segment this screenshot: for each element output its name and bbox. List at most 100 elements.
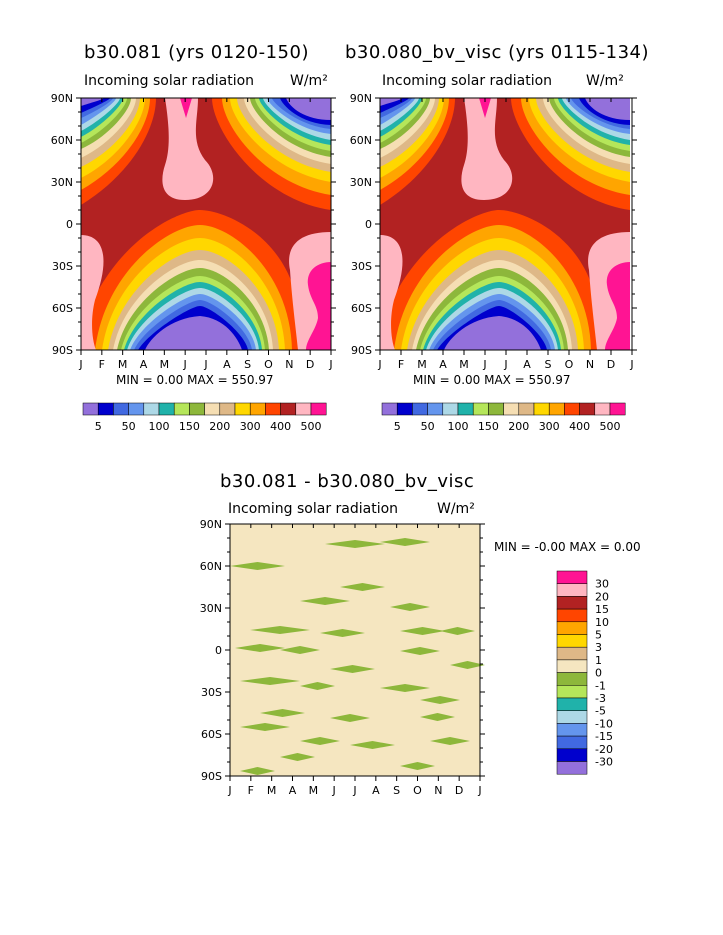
colorbar-label: 15 [595,603,609,616]
colorbar-label: 30 [595,578,609,591]
y-tick-label: 90S [201,770,222,783]
y-tick-label: 30S [201,686,222,699]
x-tick-label: M [459,358,469,371]
colorbar-swatch [548,402,565,416]
colorbar-swatch [556,697,588,711]
colorbar-swatch [249,402,266,416]
x-tick-label: M [267,784,277,797]
y-tick-label: 60S [52,302,73,315]
colorbar-swatch [472,402,489,416]
y-tick-label: 0 [365,218,372,231]
x-tick-label: F [99,358,105,371]
contour-fill [585,98,630,120]
y-tick-label: 30S [52,260,73,273]
x-tick-label: A [140,358,148,371]
contour-fill [380,98,403,106]
contour-patch [380,538,430,546]
colorbar-label: 5 [394,420,401,433]
colorbar-swatch [503,402,520,416]
x-tick-label: J [203,358,207,371]
x-tick-label: J [503,358,507,371]
contour-patch [330,714,370,722]
y-tick-label: 0 [215,644,222,657]
colorbar-label: 20 [595,590,609,603]
x-tick-label: N [285,358,293,371]
colorbar-swatch [556,672,588,686]
y-tick-label: 30N [51,176,73,189]
contour-patch [400,627,445,635]
colorbar-swatch [310,402,327,416]
chart1-minmax: MIN = 0.00 MAX = 550.97 [116,373,274,387]
contour-fill [461,98,513,200]
chart2-plot-area [380,98,630,350]
x-tick-label: D [306,358,314,371]
x-tick-label: J [332,784,336,797]
colorbar-label: 400 [569,420,590,433]
x-tick-label: N [434,784,442,797]
colorbar-swatch [219,402,236,416]
colorbar-label: 3 [595,641,602,654]
contour-fill [306,262,331,350]
chart1-units: W/m² [290,73,328,89]
contour-patch [300,597,350,605]
x-tick-label: M [417,358,427,371]
contour-patch [240,677,300,685]
colorbar-label: 400 [270,420,291,433]
x-tick-label: N [586,358,594,371]
colorbar-label: 100 [448,420,469,433]
x-tick-label: J [482,358,486,371]
colorbar-label: -20 [595,743,613,756]
colorbar-swatch [381,402,398,416]
colorbar-swatch [579,402,596,416]
chart1-subtitle: Incoming solar radiation [84,73,255,89]
x-tick-label: J [629,358,633,371]
colorbar-swatch [564,402,580,416]
colorbar-swatch [556,596,588,610]
chart3-minmax: MIN = -0.00 MAX = 0.00 [494,540,641,554]
contour-fill [81,98,104,106]
colorbar-swatch [427,402,444,416]
colorbar-swatch [412,402,428,416]
colorbar-label: -30 [595,756,613,769]
colorbar-label: 50 [421,420,435,433]
x-tick-label: D [455,784,463,797]
y-tick-label: 90N [350,92,372,105]
colorbar-label: 0 [595,667,602,680]
contour-patch [250,626,310,634]
contour-patch [440,627,475,635]
x-tick-label: A [289,784,297,797]
x-tick-label: J [328,358,332,371]
colorbar-swatch [556,608,588,623]
colorbar-swatch [594,402,611,416]
colorbar-label: 150 [179,420,200,433]
contour-patch [350,741,395,749]
x-tick-label: S [393,784,400,797]
chart1-plot-area [81,98,331,350]
colorbar-swatch [128,402,145,416]
contour-fill [380,235,403,350]
colorbar-swatch [556,570,588,584]
colorbar-swatch [234,402,251,416]
colorbar-swatch [295,402,312,416]
x-tick-label: M [118,358,128,371]
contour-patch [420,713,455,721]
y-tick-label: 90S [351,344,372,357]
colorbar-swatch [556,710,588,724]
x-tick-label: A [439,358,447,371]
colorbar-swatch [396,402,413,416]
colorbar-label: -15 [595,730,613,743]
colorbar-swatch [189,402,205,416]
colorbar-swatch [97,402,114,416]
chart2-title: b30.080_bv_visc (yrs 0115-134) [345,42,649,63]
colorbar-label: 200 [508,420,529,433]
colorbar-swatch [556,685,588,699]
colorbar-swatch [82,402,99,416]
colorbar-swatch [556,761,588,775]
x-tick-label: F [248,784,254,797]
contour-patch [240,767,275,775]
colorbar-swatch [556,659,588,673]
contour-patch [280,646,320,654]
chart1-title: b30.081 (yrs 0120-150) [84,42,309,63]
contour-patch [235,644,285,652]
colorbar-label: -3 [595,692,606,705]
